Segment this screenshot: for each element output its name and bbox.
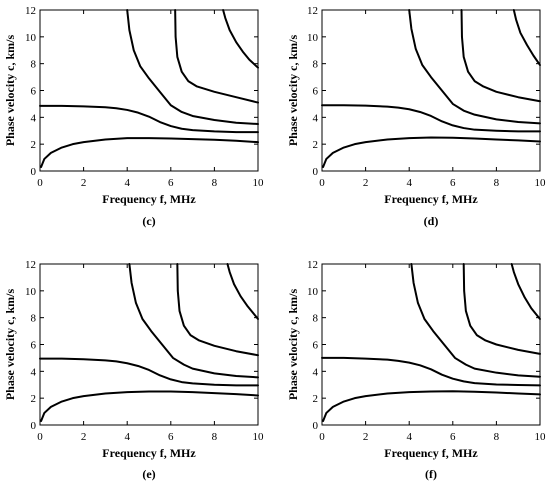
x-axis-label: Frequency f, MHz (102, 192, 196, 206)
y-tick-label: 10 (25, 32, 37, 44)
chart-panel: 0 2 4 6 8 10 0 2 4 6 8 10 12 Frequency f, MHz Phase ve… (3, 259, 264, 481)
x-tick-label: 2 (363, 431, 369, 443)
y-tick-label: 10 (307, 286, 319, 298)
y-tick-label: 6 (313, 340, 319, 352)
x-tick-label: 10 (535, 177, 547, 189)
chart-panel: 0 2 4 6 8 10 0 2 4 6 8 10 12 Frequency f, MHz Phase ve… (286, 5, 546, 228)
panel-label: (c) (142, 214, 155, 228)
chart-panel: 0 2 4 6 8 10 0 2 4 6 8 10 12 Frequency f, MHz Phase ve… (3, 5, 264, 228)
y-axis-label: Phase velocity c, km/s (3, 289, 17, 401)
dispersion-curve-5 (222, 9, 259, 69)
plot-frame (321, 9, 541, 172)
y-tick-label: 12 (307, 259, 318, 271)
x-tick-label: 2 (81, 177, 87, 189)
y-axis-label: Phase velocity c, km/s (3, 35, 17, 147)
x-axis-label: Frequency f, MHz (384, 446, 478, 460)
dispersion-curve-4 (176, 263, 259, 357)
x-tick-label: 0 (319, 431, 325, 443)
y-tick-label: 8 (31, 59, 37, 71)
dispersion-curve-3 (126, 9, 259, 126)
dispersion-curve-1 (322, 136, 541, 168)
x-tick-label: 0 (37, 431, 43, 443)
x-tick-label: 4 (124, 431, 130, 443)
dispersion-curve-4 (174, 9, 259, 104)
y-tick-label: 4 (31, 112, 37, 124)
chart-panel: 0 2 4 6 8 10 0 2 4 6 8 10 12 Frequency f, MHz Phase ve… (286, 259, 546, 481)
y-tick-label: 12 (307, 5, 318, 17)
y-tick-label: 4 (313, 112, 319, 124)
y-tick-label: 4 (31, 366, 37, 378)
y-tick-label: 2 (31, 139, 37, 151)
x-tick-label: 0 (319, 177, 325, 189)
x-tick-label: 8 (494, 177, 500, 189)
panel-label: (e) (142, 467, 155, 481)
y-tick-label: 6 (31, 86, 37, 98)
y-tick-label: 8 (31, 313, 37, 325)
y-tick-label: 2 (313, 393, 319, 405)
y-tick-label: 0 (31, 420, 37, 432)
dispersion-curve-1 (40, 137, 259, 168)
x-tick-label: 4 (124, 177, 130, 189)
x-tick-label: 2 (363, 177, 369, 189)
y-axis-label: Phase velocity c, km/s (286, 289, 300, 401)
dispersion-curve-2 (321, 356, 541, 387)
x-tick-label: 4 (406, 177, 412, 189)
x-tick-label: 0 (37, 177, 43, 189)
x-tick-label: 10 (253, 431, 265, 443)
panel-label: (d) (424, 214, 439, 228)
y-tick-label: 4 (313, 366, 319, 378)
x-tick-label: 2 (81, 431, 87, 443)
y-tick-label: 8 (313, 313, 319, 325)
y-tick-label: 2 (31, 393, 37, 405)
dispersion-curve-2 (39, 104, 259, 134)
y-tick-label: 0 (31, 166, 37, 178)
x-axis-label: Frequency f, MHz (384, 192, 478, 206)
y-tick-label: 2 (313, 139, 319, 151)
x-tick-label: 6 (168, 431, 174, 443)
dispersion-curve-4 (462, 263, 541, 355)
y-tick-label: 8 (313, 59, 319, 71)
x-tick-label: 8 (212, 431, 218, 443)
plot-frame (39, 9, 259, 172)
dispersion-curve-5 (510, 263, 541, 321)
x-tick-label: 6 (450, 431, 456, 443)
dispersion-curve-3 (410, 263, 541, 378)
x-tick-label: 6 (168, 177, 174, 189)
y-axis-label: Phase velocity c, km/s (286, 35, 300, 147)
x-tick-label: 10 (253, 177, 265, 189)
y-tick-label: 10 (25, 286, 37, 298)
y-tick-label: 10 (307, 32, 319, 44)
plot-frame (39, 263, 259, 426)
panel-label: (f) (425, 467, 437, 481)
x-tick-label: 8 (494, 431, 500, 443)
dispersion-curve-5 (512, 9, 541, 67)
dispersion-curve-3 (128, 263, 259, 379)
y-tick-label: 0 (313, 166, 319, 178)
plot-frame (321, 263, 541, 426)
x-tick-label: 10 (535, 431, 547, 443)
y-tick-label: 12 (25, 259, 36, 271)
dispersion-curve-3 (408, 9, 541, 125)
dispersion-curve-2 (39, 357, 259, 387)
x-tick-label: 8 (212, 177, 218, 189)
x-tick-label: 4 (406, 431, 412, 443)
dispersion-curve-1 (40, 390, 259, 422)
y-tick-label: 6 (31, 340, 37, 352)
y-tick-label: 6 (313, 86, 319, 98)
x-axis-label: Frequency f, MHz (102, 446, 196, 460)
y-tick-label: 0 (313, 420, 319, 432)
dispersion-curve-5 (226, 263, 259, 321)
dispersion-curve-2 (321, 104, 541, 133)
x-tick-label: 6 (450, 177, 456, 189)
y-tick-label: 12 (25, 5, 36, 17)
dispersion-curve-1 (322, 390, 541, 422)
dispersion-curve-4 (460, 9, 541, 103)
